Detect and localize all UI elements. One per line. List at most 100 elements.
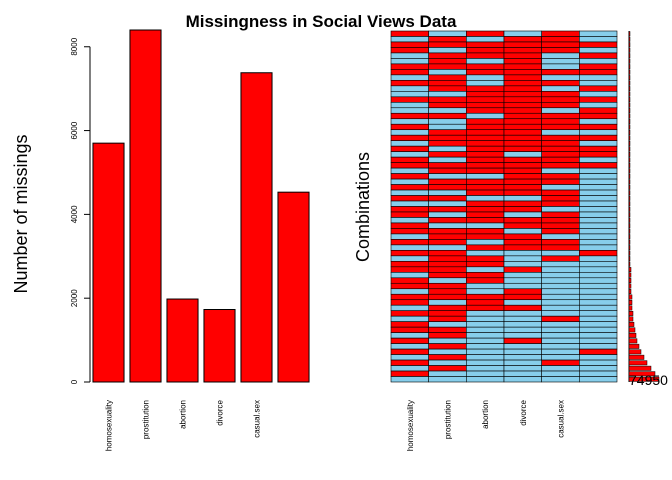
combination-cell bbox=[466, 156, 505, 163]
combination-cell bbox=[390, 288, 429, 295]
left-x-tick-label: prostitution bbox=[142, 400, 151, 439]
combination-cell bbox=[466, 151, 505, 158]
combination-cell bbox=[466, 58, 505, 65]
combination-cell bbox=[541, 123, 580, 131]
combination-cell bbox=[579, 343, 618, 350]
combination-cell bbox=[579, 47, 618, 54]
frequency-bar bbox=[628, 371, 656, 377]
combination-cell bbox=[503, 167, 542, 174]
combination-cell bbox=[428, 326, 467, 333]
combination-cell bbox=[579, 173, 618, 180]
combination-cell bbox=[390, 211, 429, 218]
combination-cell bbox=[579, 337, 618, 344]
combination-cell bbox=[579, 272, 618, 279]
combination-cell bbox=[503, 376, 542, 383]
combination-cell bbox=[428, 173, 467, 180]
frequency-bar bbox=[628, 311, 634, 316]
combination-cell bbox=[503, 304, 542, 312]
frequency-bar bbox=[628, 239, 631, 245]
chart-title: Missingness in Social Views Data bbox=[186, 12, 457, 31]
frequency-bar bbox=[628, 294, 633, 300]
combination-cell bbox=[428, 233, 467, 240]
frequency-bar bbox=[628, 146, 631, 152]
combination-cell bbox=[503, 261, 542, 268]
combination-cell bbox=[579, 107, 618, 114]
combination-cell bbox=[541, 85, 580, 92]
combination-cell bbox=[428, 244, 467, 251]
combination-cell bbox=[466, 195, 505, 202]
combination-cell bbox=[503, 96, 542, 103]
combination-cell bbox=[390, 96, 429, 103]
combination-cell bbox=[428, 282, 467, 290]
combination-cell bbox=[503, 250, 542, 257]
combination-cell bbox=[466, 69, 505, 76]
combination-cell bbox=[541, 91, 580, 98]
combination-cell bbox=[541, 228, 580, 235]
combination-cell bbox=[579, 326, 618, 333]
combination-cell bbox=[466, 332, 505, 339]
combination-cell bbox=[579, 239, 618, 246]
right-y-axis-label: Combinations bbox=[353, 152, 373, 262]
combination-cell bbox=[541, 310, 580, 317]
combination-cell bbox=[428, 80, 467, 87]
combination-cell bbox=[579, 145, 618, 152]
combination-cell bbox=[390, 332, 429, 339]
combination-cell bbox=[466, 376, 505, 383]
combination-cell bbox=[390, 282, 429, 290]
frequency-bar bbox=[628, 250, 631, 256]
combination-cell bbox=[428, 85, 467, 92]
combination-cell bbox=[428, 255, 467, 262]
combination-cell bbox=[579, 228, 618, 235]
combination-cell bbox=[503, 211, 542, 218]
combination-cell bbox=[503, 310, 542, 317]
combination-cell bbox=[390, 326, 429, 333]
combination-cell bbox=[390, 101, 429, 109]
frequency-bar bbox=[628, 354, 645, 360]
missing-count-bar bbox=[92, 142, 125, 383]
combination-cell bbox=[541, 80, 580, 87]
combination-cell bbox=[579, 200, 618, 207]
combination-cell bbox=[579, 52, 618, 59]
combination-cell bbox=[428, 200, 467, 207]
right-x-tick-label: abortion bbox=[481, 400, 490, 429]
frequency-bar bbox=[628, 42, 631, 48]
combination-cell bbox=[390, 376, 429, 383]
combination-cell bbox=[579, 134, 618, 141]
combination-cell bbox=[579, 162, 618, 169]
combination-cell bbox=[503, 30, 542, 37]
combination-cell bbox=[579, 250, 618, 257]
combination-cell bbox=[541, 118, 580, 125]
combination-cell bbox=[390, 195, 429, 202]
frequency-bar bbox=[628, 332, 637, 338]
combination-cell bbox=[428, 162, 467, 169]
combination-cell bbox=[579, 370, 618, 377]
combination-cell bbox=[428, 156, 467, 163]
combination-cell bbox=[390, 173, 429, 180]
combination-cell bbox=[466, 222, 505, 229]
combination-cell bbox=[466, 112, 505, 120]
combination-cell bbox=[390, 354, 429, 361]
combination-cell bbox=[541, 140, 580, 147]
combination-cell bbox=[390, 47, 429, 54]
frequency-bar bbox=[628, 140, 631, 146]
left-y-tick-label: 4000 bbox=[70, 205, 79, 223]
combination-cell bbox=[428, 354, 467, 361]
combination-cell bbox=[579, 217, 618, 224]
combination-cell bbox=[541, 167, 580, 174]
combination-cell bbox=[466, 272, 505, 279]
combination-cell bbox=[428, 178, 467, 185]
combination-cell bbox=[541, 272, 580, 279]
left-y-tick-label: 8000 bbox=[70, 37, 79, 55]
frequency-bar bbox=[628, 130, 631, 135]
combination-cell bbox=[466, 365, 505, 372]
combination-cell bbox=[503, 184, 542, 191]
combination-cell bbox=[390, 69, 429, 76]
combination-cell bbox=[428, 129, 467, 136]
frequency-bar bbox=[628, 206, 631, 212]
combination-cell bbox=[541, 255, 580, 262]
right-x-tick-label: casual.sex bbox=[557, 400, 566, 438]
combination-cell bbox=[466, 266, 505, 273]
combination-cell bbox=[466, 370, 505, 377]
frequency-bar bbox=[628, 173, 631, 179]
combination-cell bbox=[579, 211, 618, 218]
